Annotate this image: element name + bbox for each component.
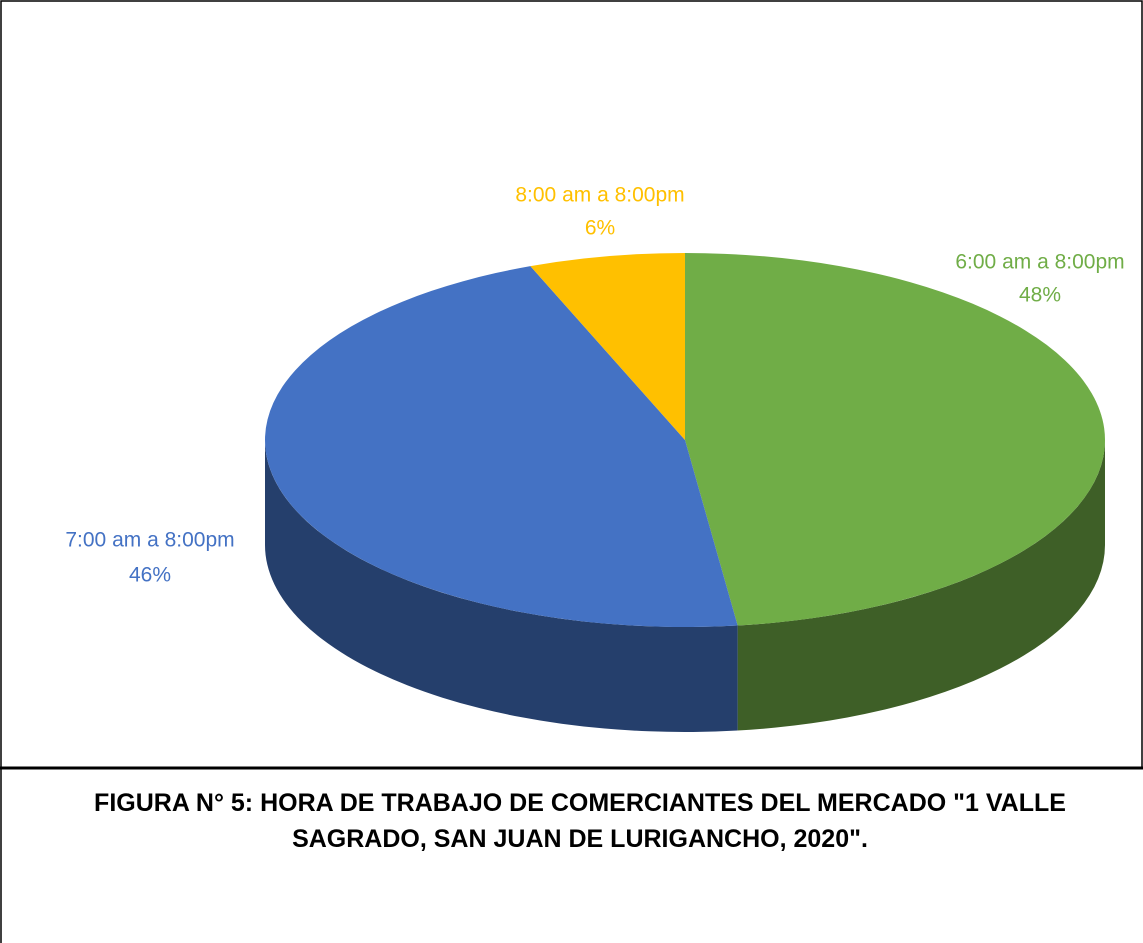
slice-value-label: 6%: [585, 217, 615, 240]
slice: [685, 253, 1106, 626]
slice-label: 8:00 am a 8:00pm: [515, 184, 684, 207]
slice-side: [737, 440, 1105, 731]
slice-value-label: 48%: [1019, 284, 1061, 307]
slice-label: 6:00 am a 8:00pm: [955, 251, 1124, 274]
slice: [530, 253, 685, 440]
slice: [264, 266, 738, 628]
chart-title: FIGURA N° 5: HORA DE TRABAJO DE COMERCIA…: [94, 789, 1066, 853]
slice-side: [265, 440, 738, 732]
slice-label: 7:00 am a 8:00pm: [65, 529, 234, 552]
slice-value-label: 46%: [129, 564, 171, 587]
